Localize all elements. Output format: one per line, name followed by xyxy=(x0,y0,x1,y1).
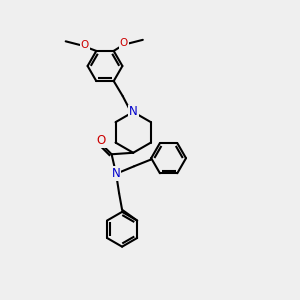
Text: N: N xyxy=(129,106,138,118)
Text: O: O xyxy=(97,134,106,147)
Text: O: O xyxy=(81,40,89,50)
Text: O: O xyxy=(119,38,128,48)
Text: N: N xyxy=(112,167,121,180)
